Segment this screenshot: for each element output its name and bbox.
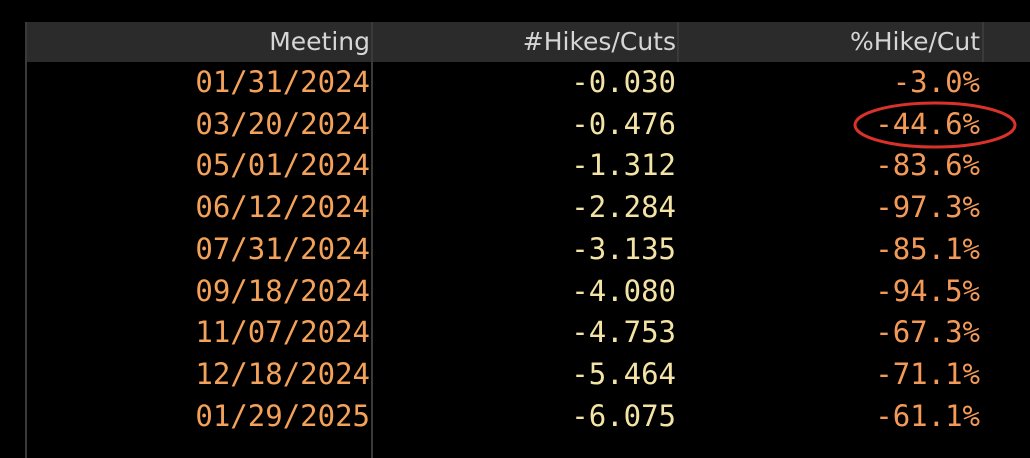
table-cell: 03/20/2024 bbox=[195, 106, 370, 141]
table-cell: 01/31/2024 bbox=[195, 65, 370, 99]
table-cell: -5.464 bbox=[571, 356, 676, 391]
table-cell: -2.284 bbox=[571, 190, 676, 225]
table-cell: 11/07/2024 bbox=[195, 315, 370, 350]
table-cell: -83.6% bbox=[875, 148, 980, 183]
table-cell: -4.080 bbox=[571, 273, 676, 308]
column-divider bbox=[25, 22, 27, 458]
table-cell: 06/12/2024 bbox=[195, 190, 370, 225]
table-cell: 01/29/2025 bbox=[195, 398, 370, 433]
table-cell: 07/31/2024 bbox=[195, 231, 370, 266]
column-header: %Hike/Cut bbox=[850, 27, 980, 56]
table-cell: -6.075 bbox=[571, 398, 676, 433]
column-header: Meeting bbox=[269, 27, 370, 56]
table-cell: -0.476 bbox=[571, 106, 676, 141]
table-cell: -61.1% bbox=[875, 398, 980, 433]
table-cell: -3.0% bbox=[892, 65, 980, 99]
table-cell: -1.312 bbox=[571, 148, 676, 183]
table-cell: -97.3% bbox=[875, 190, 980, 225]
table-cell: -3.135 bbox=[571, 231, 676, 266]
table-cell: -67.3% bbox=[875, 315, 980, 350]
column-divider bbox=[677, 22, 679, 62]
column-divider bbox=[371, 22, 373, 458]
table-cell: -71.1% bbox=[875, 356, 980, 391]
table-cell: -0.030 bbox=[571, 65, 676, 99]
table-cell: 09/18/2024 bbox=[195, 273, 370, 308]
table-cell: 12/18/2024 bbox=[195, 356, 370, 391]
table-cell: -44.6% bbox=[875, 106, 980, 141]
header-band bbox=[26, 22, 1030, 62]
column-header: #Hikes/Cuts bbox=[522, 27, 676, 56]
column-divider bbox=[982, 22, 984, 62]
table-cell: 05/01/2024 bbox=[195, 148, 370, 183]
table-cell: -4.753 bbox=[571, 315, 676, 350]
table-cell: -85.1% bbox=[875, 231, 980, 266]
table-cell: -94.5% bbox=[875, 273, 980, 308]
